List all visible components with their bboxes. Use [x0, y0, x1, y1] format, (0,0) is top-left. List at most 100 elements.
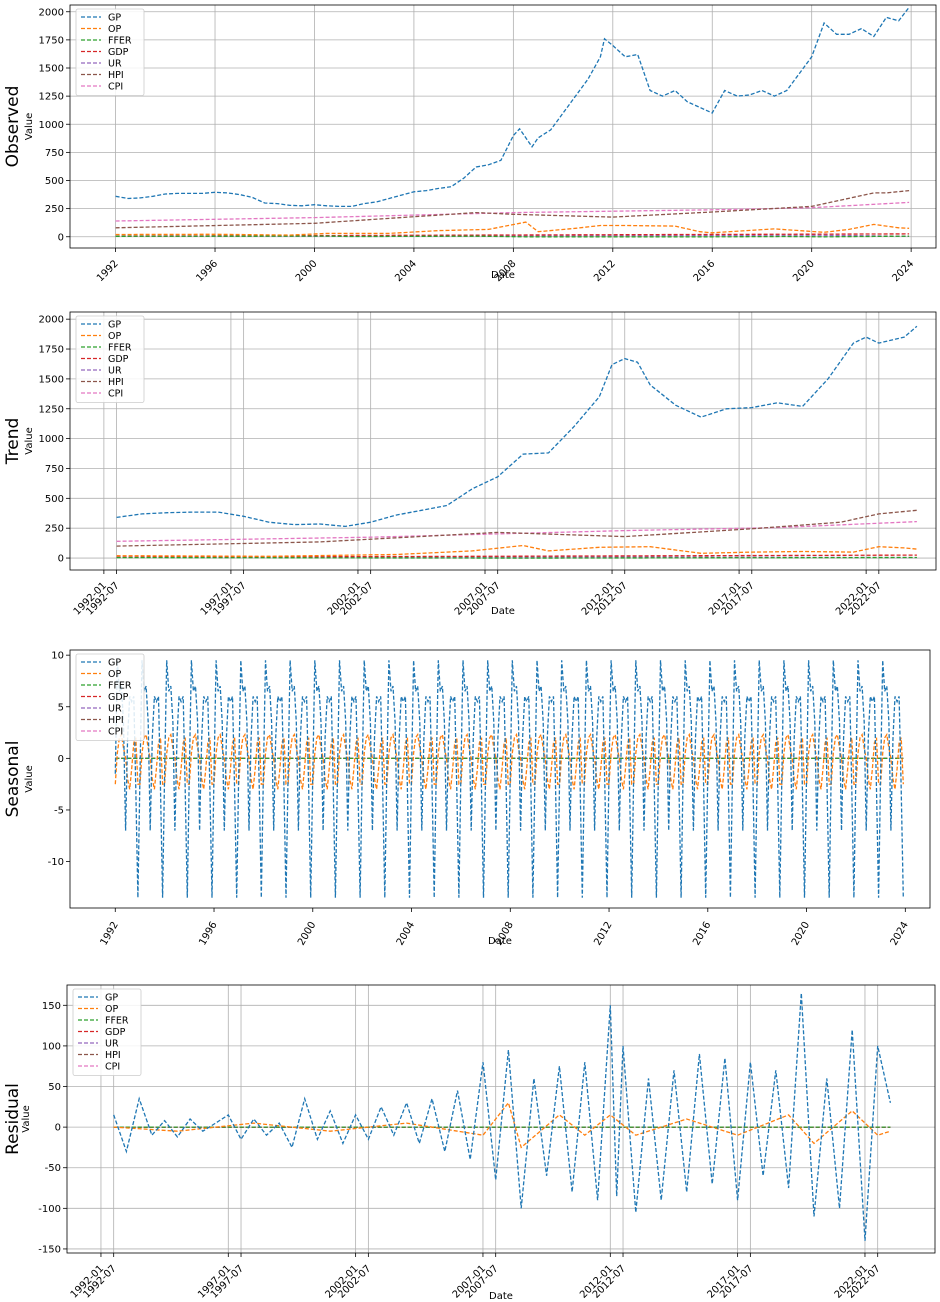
y-tick-label: 150	[42, 1001, 61, 1012]
x-axis-label: Date	[491, 606, 515, 617]
series-line-hpi	[116, 509, 917, 547]
y-tick-label: 1750	[39, 35, 64, 46]
y-tick-label: 5	[58, 702, 64, 713]
y-tick-label: 1000	[39, 434, 64, 445]
legend-label-cpi: CPI	[108, 388, 123, 399]
y-tick-label: 0	[58, 754, 64, 765]
plot-frame	[66, 984, 936, 1254]
y-tick-label: 250	[45, 204, 64, 215]
y-tick-label: 250	[45, 524, 64, 535]
legend-label-ur: UR	[108, 58, 122, 69]
legend-label-gp: GP	[108, 657, 121, 668]
legend-label-ffer: FFER	[108, 680, 132, 691]
y-tick-label: 0	[58, 232, 64, 243]
y-tick-label: 50	[48, 1082, 61, 1093]
x-tick-label: 2004	[395, 920, 417, 948]
y-tick-label: 1500	[39, 374, 64, 385]
panel-residual: ResidualValueDate-150-100-50050100150199…	[3, 984, 936, 1302]
y-tick-label: 2000	[39, 7, 64, 18]
legend-label-ur: UR	[105, 1038, 119, 1049]
series-line-gp	[113, 993, 892, 1241]
y-tick-label: -50	[45, 1163, 61, 1174]
series-line-ffer	[116, 556, 917, 559]
x-tick-label: 2008	[494, 920, 516, 948]
y-axis-label: Value	[21, 1105, 32, 1132]
y-tick-label: 500	[45, 176, 64, 187]
legend-label-hpi: HPI	[108, 70, 124, 81]
series-line-op	[114, 732, 904, 790]
legend-label-op: OP	[108, 669, 121, 680]
series-line-hpi	[115, 189, 910, 229]
legend-label-gdp: GDP	[105, 1027, 126, 1038]
series-group	[114, 660, 904, 898]
y-tick-label: 100	[42, 1041, 61, 1052]
panel-label: Residual	[3, 1083, 23, 1155]
y-tick-label: 1250	[39, 404, 64, 415]
legend-label-gp: GP	[105, 992, 118, 1003]
series-line-cpi	[116, 520, 917, 542]
panel-label: Observed	[3, 86, 23, 168]
y-tick-label: 0	[58, 554, 64, 565]
legend-label-gdp: GDP	[108, 354, 129, 365]
series-line-ffer	[115, 235, 910, 238]
y-tick-label: 10	[51, 651, 64, 662]
legend-label-cpi: CPI	[108, 726, 123, 737]
legend-label-op: OP	[105, 1004, 118, 1015]
x-tick-label: 2024	[889, 920, 911, 948]
plot-frame	[69, 311, 937, 571]
x-tick-label: 1992	[95, 258, 121, 284]
legend-label-ur: UR	[108, 365, 122, 376]
series-line-op	[113, 1101, 891, 1149]
x-tick-label: 2024	[890, 258, 916, 284]
x-tick-label: 2016	[691, 920, 713, 948]
x-tick-label: 2016	[692, 258, 718, 284]
legend-label-gdp: GDP	[108, 692, 129, 703]
x-tick-label: 2000	[296, 920, 318, 948]
panel-observed: Observed Value Date 0 250 500 750 1000 1250 1500 1…	[3, 4, 937, 284]
y-tick-label: -100	[38, 1204, 61, 1215]
x-tick-label: 2012	[592, 258, 618, 284]
series-line-op	[116, 544, 917, 557]
legend-label-ffer: FFER	[105, 1015, 129, 1026]
legend-label-cpi: CPI	[108, 81, 123, 92]
y-tick-label: -10	[48, 857, 64, 868]
legend-label-ffer: FFER	[108, 342, 132, 353]
x-tick-label: 2012	[592, 920, 614, 948]
x-tick-label: 2000	[294, 258, 320, 284]
series-line-gp	[114, 660, 904, 898]
series-group	[113, 993, 892, 1241]
x-axis-label: Date	[489, 1291, 513, 1302]
legend-label-hpi: HPI	[108, 715, 124, 726]
series-group	[116, 325, 918, 559]
y-axis-label: Value	[24, 427, 35, 454]
legend-label-hpi: HPI	[105, 1050, 121, 1061]
series-line-gp	[116, 325, 918, 528]
y-tick-label: -5	[54, 805, 64, 816]
y-tick-label: 1250	[39, 92, 64, 103]
y-axis-label: Value	[24, 765, 35, 792]
series-group	[115, 6, 910, 238]
y-tick-label: 1750	[39, 345, 64, 356]
y-tick-label: 0	[55, 1123, 61, 1134]
y-tick-label: 500	[45, 494, 64, 505]
legend-label-ffer: FFER	[108, 35, 132, 46]
y-axis-label: Value	[24, 113, 35, 140]
legend-label-gp: GP	[108, 319, 121, 330]
x-tick-label: 2004	[393, 258, 419, 284]
legend-label-hpi: HPI	[108, 377, 124, 388]
x-axis-label: Date	[488, 936, 512, 947]
panel-trend: Trend Value Date 0 250 500 750 1000 1250 1500 1750…	[3, 311, 937, 618]
x-axis-label: Date	[491, 270, 515, 281]
y-tick-label: -150	[38, 1244, 61, 1255]
panel-seasonal: Seasonal Value Date -10 -5 0 5 10 1992 1996 2000 20…	[3, 649, 931, 948]
x-tick-label: 1996	[197, 920, 219, 948]
legend-label-op: OP	[108, 331, 121, 342]
y-tick-label: 750	[45, 148, 64, 159]
legend-label-cpi: CPI	[105, 1061, 120, 1072]
x-tick-label: 2020	[791, 258, 817, 284]
legend-label-gp: GP	[108, 12, 121, 23]
y-tick-label: 1000	[39, 120, 64, 131]
y-tick-label: 1500	[39, 64, 64, 75]
